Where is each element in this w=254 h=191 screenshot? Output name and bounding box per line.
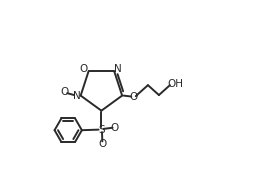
Text: O: O bbox=[98, 139, 106, 149]
Text: OH: OH bbox=[168, 79, 184, 89]
Text: N: N bbox=[114, 64, 122, 74]
Text: O: O bbox=[79, 64, 87, 74]
Text: S: S bbox=[98, 125, 105, 135]
Text: O: O bbox=[61, 87, 69, 97]
Text: O: O bbox=[129, 91, 138, 102]
Text: N: N bbox=[73, 91, 80, 101]
Text: O: O bbox=[110, 123, 119, 133]
